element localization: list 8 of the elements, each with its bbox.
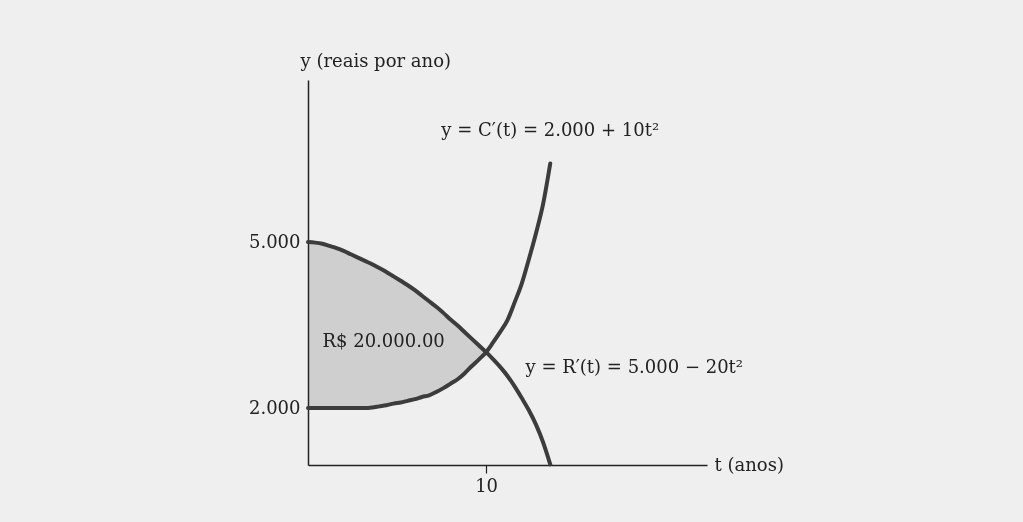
x-axis-title: t (anos) [714, 453, 784, 475]
annotation: R$ 20.000.00 [322, 329, 445, 351]
y-axis-title: y (reais por ano) [299, 49, 451, 71]
x-tick-label: 10 [475, 474, 499, 496]
y-tick-label: 2.000 [248, 396, 301, 418]
series-label: y = R′(t) = 5.000 − 20t² [524, 355, 744, 377]
series-label: y = C′(t) = 2.000 + 10t² [440, 118, 660, 140]
y-tick-label: 5.000 [248, 230, 301, 252]
